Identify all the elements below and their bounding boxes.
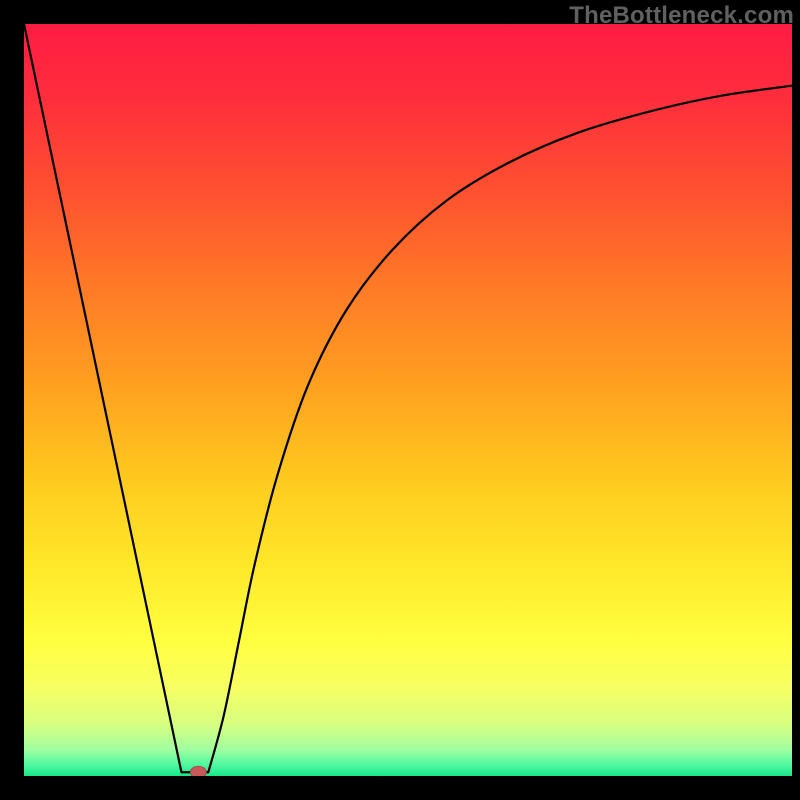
watermark-text: TheBottleneck.com bbox=[569, 2, 794, 30]
optimum-marker bbox=[190, 766, 206, 776]
gradient-background bbox=[24, 24, 792, 776]
bottleneck-plot bbox=[24, 24, 792, 776]
chart-frame: TheBottleneck.com bbox=[0, 0, 800, 800]
